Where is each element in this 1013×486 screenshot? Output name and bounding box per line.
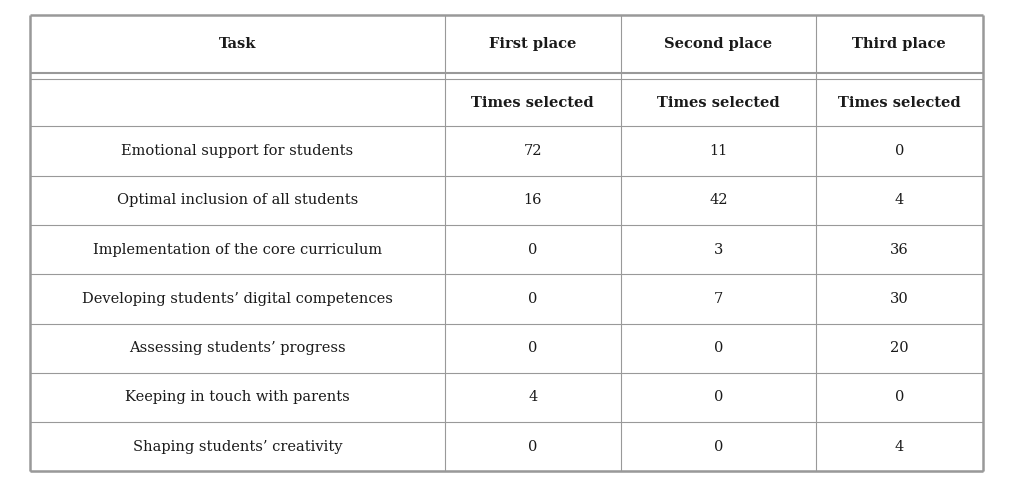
Text: Times selected: Times selected <box>838 96 960 109</box>
Text: 11: 11 <box>709 144 727 158</box>
Text: Task: Task <box>219 37 256 51</box>
Text: 0: 0 <box>894 390 904 404</box>
Text: Developing students’ digital competences: Developing students’ digital competences <box>82 292 393 306</box>
Text: 0: 0 <box>528 341 537 355</box>
Text: 0: 0 <box>528 243 537 257</box>
Text: Assessing students’ progress: Assessing students’ progress <box>130 341 345 355</box>
Text: Keeping in touch with parents: Keeping in touch with parents <box>126 390 349 404</box>
Text: 0: 0 <box>528 440 537 454</box>
Text: 4: 4 <box>894 440 904 454</box>
Text: 36: 36 <box>889 243 909 257</box>
Text: 16: 16 <box>524 193 542 208</box>
Text: 0: 0 <box>894 144 904 158</box>
Text: Times selected: Times selected <box>657 96 780 109</box>
Text: Implementation of the core curriculum: Implementation of the core curriculum <box>93 243 382 257</box>
Text: 72: 72 <box>524 144 542 158</box>
Text: 3: 3 <box>714 243 723 257</box>
Text: 0: 0 <box>714 390 723 404</box>
Text: Shaping students’ creativity: Shaping students’ creativity <box>133 440 342 454</box>
Text: 7: 7 <box>714 292 723 306</box>
Text: 0: 0 <box>528 292 537 306</box>
Text: 0: 0 <box>714 440 723 454</box>
Text: Third place: Third place <box>852 37 946 51</box>
Text: 42: 42 <box>709 193 727 208</box>
Text: 0: 0 <box>714 341 723 355</box>
Text: First place: First place <box>489 37 576 51</box>
Text: Optimal inclusion of all students: Optimal inclusion of all students <box>116 193 359 208</box>
Text: 30: 30 <box>889 292 909 306</box>
Text: Second place: Second place <box>665 37 773 51</box>
Text: 20: 20 <box>890 341 909 355</box>
Text: 4: 4 <box>528 390 537 404</box>
Text: Emotional support for students: Emotional support for students <box>122 144 354 158</box>
Text: 4: 4 <box>894 193 904 208</box>
Text: Times selected: Times selected <box>471 96 594 109</box>
